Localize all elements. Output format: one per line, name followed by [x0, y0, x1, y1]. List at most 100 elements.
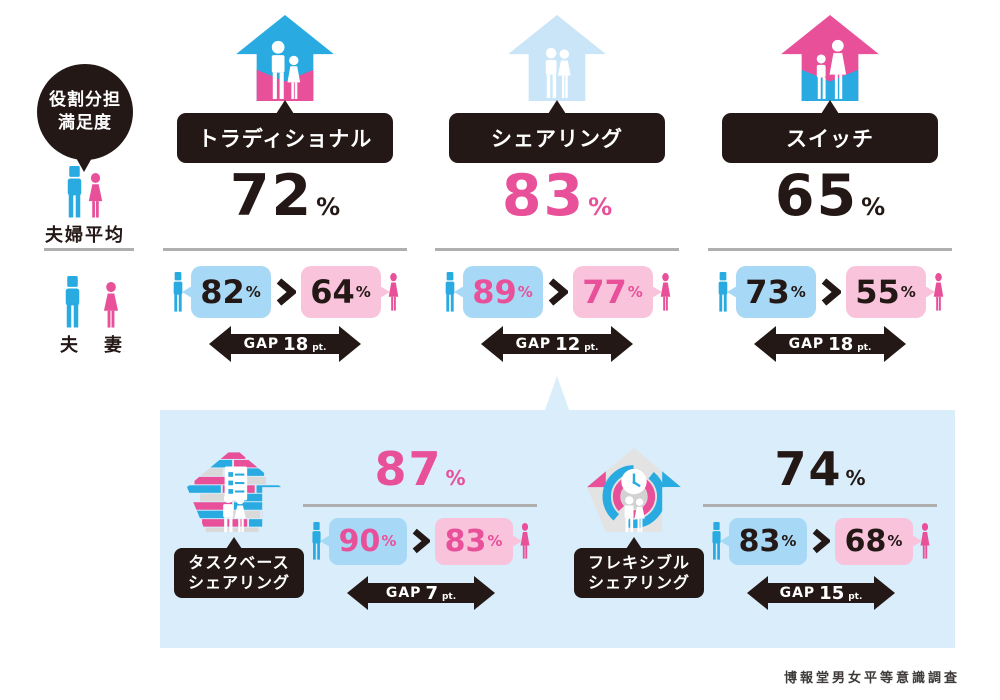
average-value: 65% [705, 163, 955, 230]
husband-number: 90 [338, 523, 381, 559]
average-number: 74 [774, 442, 843, 496]
husband-icon [60, 276, 85, 328]
percent-sign: % [861, 193, 886, 221]
gap-arrow: GAP 18 pt. [754, 326, 906, 362]
sharing-house-icon [508, 15, 606, 101]
percent-sign: % [445, 466, 466, 490]
husband-icon [62, 166, 87, 218]
gap-arrow: GAP 7 pt. [347, 576, 495, 610]
flexible-sharing-house-icon [587, 447, 681, 533]
wife-value-bubble: 55% [845, 266, 935, 318]
gap-bar: GAP 12 pt. [502, 333, 612, 355]
gap-prefix: GAP [515, 336, 552, 352]
label-pointer [626, 537, 642, 549]
percent-sign: % [588, 193, 613, 221]
gap-unit: pt. [312, 342, 327, 353]
husband-value-bubble: 82% [181, 266, 271, 318]
wife-icon [100, 282, 122, 328]
percent-sign: % [900, 283, 916, 301]
sharing-breakdown-panel [160, 410, 955, 648]
gap-prefix: GAP [385, 585, 422, 601]
greater-than-icon [812, 528, 830, 554]
husband-number: 89 [472, 273, 517, 311]
wife-number: 55 [855, 273, 900, 311]
subcategory-label-line1: タスクベース [188, 553, 290, 572]
card-switch: スイッチ 65% 73% 55% GAP 18 pt. [705, 0, 955, 375]
label-pointer [548, 100, 566, 114]
husband-number: 83 [738, 523, 781, 559]
title-line2: 満足度 [58, 113, 112, 133]
category-label: シェアリング [449, 113, 665, 163]
wife-value-bubble: 68% [834, 517, 922, 565]
husband-number: 73 [745, 273, 790, 311]
title-line1: 役割分担 [49, 90, 121, 111]
subcategory-label: フレキシブル シェアリング [574, 548, 704, 598]
gap-arrow: GAP 12 pt. [481, 326, 633, 362]
subcategory-label-line1: フレキシブル [587, 553, 690, 572]
average-number: 87 [374, 442, 443, 496]
category-label: トラディショナル [177, 113, 393, 163]
average-number: 65 [774, 163, 859, 229]
gap-bar: GAP 15 pt. [767, 582, 875, 604]
label-pointer [226, 537, 242, 549]
percent-sign: % [790, 283, 806, 301]
wife-number: 64 [310, 273, 355, 311]
wife-label: 妻 [104, 335, 122, 356]
husband-value-bubble: 83% [719, 517, 807, 565]
husband-value-bubble: 89% [453, 266, 543, 318]
wife-value-bubble: 77% [572, 266, 662, 318]
gap-value: 18 [283, 333, 309, 355]
average-number: 83 [501, 163, 586, 229]
gap-arrow: GAP 18 pt. [209, 326, 361, 362]
average-value: 83% [432, 163, 682, 230]
wife-number: 83 [444, 523, 487, 559]
husband-number: 82 [200, 273, 245, 311]
card-divider [703, 504, 937, 507]
average-number: 72 [229, 163, 314, 229]
task-sharing-house-icon [187, 452, 281, 533]
subcategory-label: タスクベース シェアリング [174, 548, 304, 598]
subcategory-label-line2: シェアリング [187, 573, 290, 592]
wife-value-bubble: 83% [434, 517, 522, 565]
gap-unit: pt. [441, 591, 457, 602]
percent-sign: % [517, 283, 533, 301]
title-speech-bubble: 役割分担 満足度 [37, 64, 133, 172]
greater-than-icon [548, 278, 568, 306]
gap-value: 12 [555, 333, 581, 355]
gap-value: 15 [819, 582, 845, 604]
percent-sign: % [627, 283, 643, 301]
husband-wife-labels: 夫 妻 [52, 331, 130, 357]
percent-sign: % [887, 532, 903, 550]
percent-sign: % [487, 532, 503, 550]
husband-wife-compare: 89% 77% [432, 263, 682, 321]
legend-divider [44, 248, 134, 251]
husband-wife-compare: 83% 68% [695, 515, 945, 567]
percent-sign: % [355, 283, 371, 301]
percent-sign: % [845, 466, 866, 490]
husband-value-bubble: 73% [726, 266, 816, 318]
gap-prefix: GAP [243, 336, 280, 352]
category-label: スイッチ [722, 113, 938, 163]
average-value: 87% [303, 444, 537, 495]
gap-unit: pt. [857, 342, 872, 353]
gap-bar: GAP 18 pt. [775, 334, 885, 355]
card-sharing: シェアリング 83% 89% 77% GAP 12 pt. [432, 0, 682, 375]
panel-pointer [545, 376, 569, 410]
traditional-house-icon [236, 15, 334, 101]
average-value: 74% [703, 444, 937, 495]
switch-house-icon [781, 15, 879, 101]
husband-wife-compare: 82% 64% [160, 263, 410, 321]
greater-than-icon [412, 528, 430, 554]
percent-sign: % [316, 193, 341, 221]
husband-label: 夫 [60, 335, 78, 356]
husband-wife-compare: 90% 83% [295, 515, 545, 567]
average-value: 72% [160, 163, 410, 230]
gap-prefix: GAP [779, 585, 816, 601]
gap-unit: pt. [848, 591, 863, 602]
subcategory-label-line2: シェアリング [587, 573, 690, 592]
wife-number: 68 [844, 523, 887, 559]
gap-bar: GAP 7 pt. [367, 583, 475, 604]
couple-average-icons [62, 166, 106, 218]
husband-wife-compare: 73% 55% [705, 263, 955, 321]
